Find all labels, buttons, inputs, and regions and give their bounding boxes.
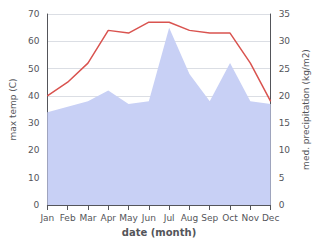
svg-text:30: 30: [279, 36, 291, 46]
svg-text:35: 35: [279, 9, 290, 19]
svg-text:Jun: Jun: [141, 213, 156, 223]
svg-text:date (month): date (month): [122, 227, 196, 238]
svg-text:Dec: Dec: [262, 213, 279, 223]
svg-text:5: 5: [279, 173, 285, 183]
svg-text:70: 70: [28, 9, 40, 19]
svg-text:15: 15: [279, 118, 290, 128]
svg-text:max temp (C): max temp (C): [8, 78, 18, 140]
svg-text:20: 20: [279, 91, 291, 101]
svg-text:60: 60: [28, 36, 40, 46]
svg-text:50: 50: [28, 64, 40, 74]
svg-text:Feb: Feb: [60, 213, 76, 223]
svg-text:May: May: [119, 213, 138, 223]
svg-text:Aug: Aug: [181, 213, 199, 223]
svg-text:Jul: Jul: [163, 213, 175, 223]
svg-text:Sep: Sep: [201, 213, 218, 223]
svg-text:0: 0: [34, 200, 40, 210]
svg-text:med. precipitation (kg/m2): med. precipitation (kg/m2): [301, 49, 311, 170]
svg-text:Jan: Jan: [39, 213, 54, 223]
svg-text:Apr: Apr: [100, 213, 116, 223]
svg-text:20: 20: [28, 145, 40, 155]
svg-text:Oct: Oct: [222, 213, 238, 223]
svg-text:Nov: Nov: [242, 213, 260, 223]
svg-text:10: 10: [279, 145, 291, 155]
svg-text:10: 10: [28, 173, 40, 183]
svg-text:40: 40: [28, 91, 40, 101]
svg-text:Mar: Mar: [79, 213, 96, 223]
svg-text:25: 25: [279, 64, 290, 74]
svg-text:30: 30: [28, 118, 40, 128]
svg-text:0: 0: [279, 200, 285, 210]
